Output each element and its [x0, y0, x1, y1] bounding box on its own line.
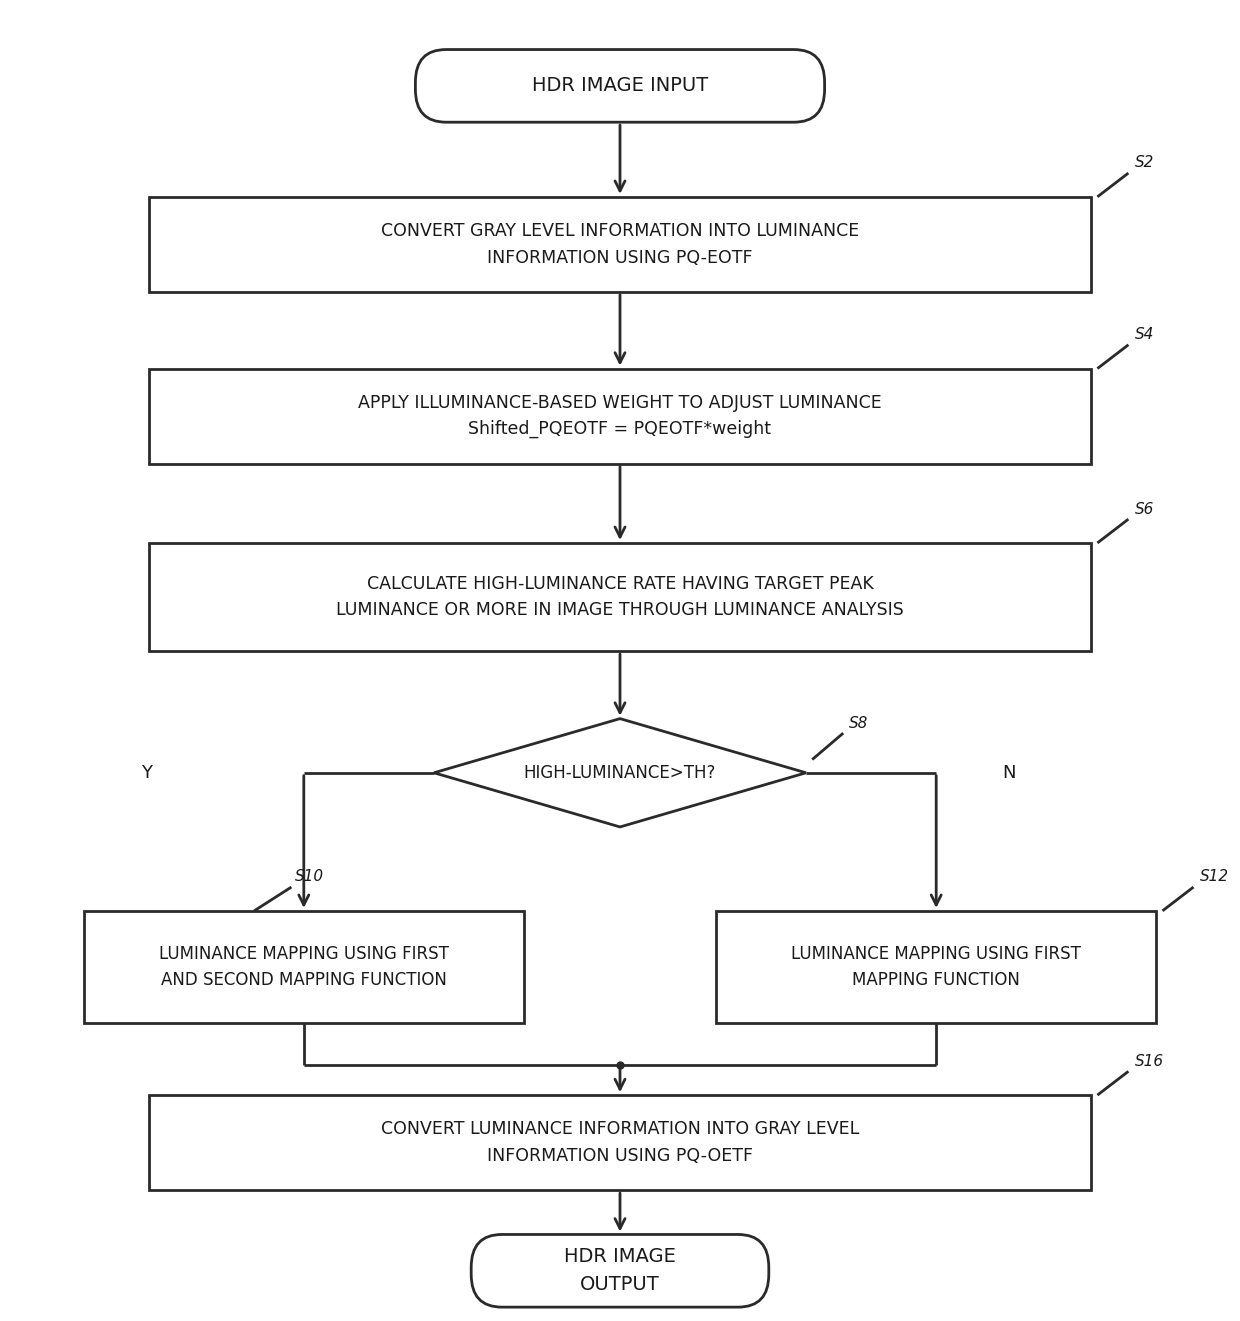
Text: CONVERT GRAY LEVEL INFORMATION INTO LUMINANCE
INFORMATION USING PQ-EOTF: CONVERT GRAY LEVEL INFORMATION INTO LUMI… [381, 222, 859, 267]
Bar [149, 197, 1091, 292]
Text: HDR IMAGE INPUT: HDR IMAGE INPUT [532, 77, 708, 95]
Text: LUMINANCE MAPPING USING FIRST
AND SECOND MAPPING FUNCTION: LUMINANCE MAPPING USING FIRST AND SECOND… [159, 945, 449, 989]
Bar [149, 369, 1091, 464]
Text: S10: S10 [295, 869, 324, 885]
Text: HIGH-LUMINANCE>TH?: HIGH-LUMINANCE>TH? [523, 764, 717, 782]
Text: N: N [1003, 764, 1016, 782]
Text: S12: S12 [1200, 869, 1229, 885]
FancyBboxPatch shape [471, 1234, 769, 1308]
Text: Y: Y [141, 764, 151, 782]
Text: S4: S4 [1135, 328, 1154, 342]
Text: S2: S2 [1135, 156, 1154, 170]
Text: S16: S16 [1135, 1054, 1163, 1069]
Text: CONVERT LUMINANCE INFORMATION INTO GRAY LEVEL
INFORMATION USING PQ-OETF: CONVERT LUMINANCE INFORMATION INTO GRAY … [381, 1120, 859, 1165]
Polygon shape [434, 719, 806, 827]
Text: S6: S6 [1135, 502, 1154, 517]
Text: S8: S8 [849, 716, 869, 731]
Text: LUMINANCE MAPPING USING FIRST
MAPPING FUNCTION: LUMINANCE MAPPING USING FIRST MAPPING FU… [791, 945, 1081, 989]
Text: APPLY ILLUMINANCE-BASED WEIGHT TO ADJUST LUMINANCE
Shifted_PQEOTF = PQEOTF*weigh: APPLY ILLUMINANCE-BASED WEIGHT TO ADJUST… [358, 394, 882, 439]
Bar [149, 543, 1091, 651]
Text: CALCULATE HIGH-LUMINANCE RATE HAVING TARGET PEAK
LUMINANCE OR MORE IN IMAGE THRO: CALCULATE HIGH-LUMINANCE RATE HAVING TAR… [336, 575, 904, 620]
Bar [717, 911, 1156, 1022]
Bar [149, 1095, 1091, 1190]
Bar [84, 911, 523, 1022]
Text: HDR IMAGE
OUTPUT: HDR IMAGE OUTPUT [564, 1247, 676, 1295]
FancyBboxPatch shape [415, 49, 825, 122]
